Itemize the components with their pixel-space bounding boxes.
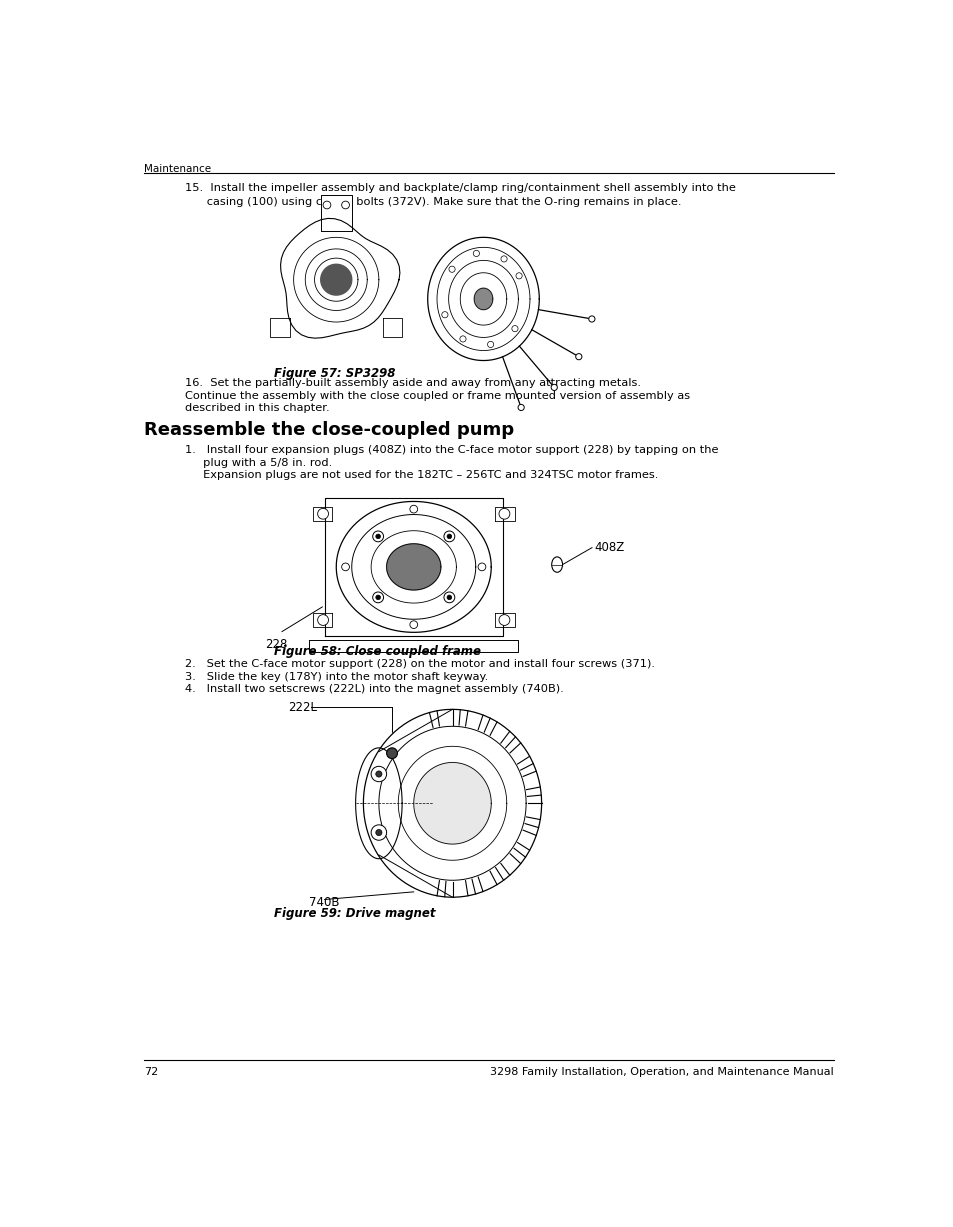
Circle shape: [575, 353, 581, 360]
Circle shape: [317, 508, 328, 519]
Text: Continue the assembly with the close coupled or frame mounted version of assembl: Continue the assembly with the close cou…: [185, 390, 690, 400]
Text: Maintenance: Maintenance: [144, 164, 211, 174]
Circle shape: [487, 341, 494, 347]
Circle shape: [516, 272, 521, 279]
Circle shape: [512, 325, 517, 331]
Polygon shape: [355, 747, 402, 859]
Polygon shape: [335, 502, 491, 632]
Circle shape: [375, 829, 381, 836]
Ellipse shape: [551, 557, 562, 572]
Circle shape: [517, 405, 524, 411]
Polygon shape: [280, 218, 399, 339]
Circle shape: [551, 384, 557, 390]
Text: 4.   Install two setscrews (222L) into the magnet assembly (740B).: 4. Install two setscrews (222L) into the…: [185, 683, 563, 694]
Text: 740B: 740B: [309, 896, 339, 909]
Text: plug with a 5/8 in. rod.: plug with a 5/8 in. rod.: [185, 458, 332, 467]
Circle shape: [459, 336, 466, 342]
Text: Figure 57: SP3298: Figure 57: SP3298: [274, 367, 395, 379]
Text: casing (100) using casing bolts (372V). Make sure that the O-ring remains in pla: casing (100) using casing bolts (372V). …: [185, 198, 680, 207]
Polygon shape: [363, 709, 541, 897]
Polygon shape: [313, 614, 332, 627]
Circle shape: [473, 250, 479, 256]
Circle shape: [371, 825, 386, 840]
Circle shape: [317, 615, 328, 626]
Circle shape: [410, 621, 417, 628]
Circle shape: [341, 563, 349, 571]
Text: 16.  Set the partially-built assembly aside and away from any attracting metals.: 16. Set the partially-built assembly asi…: [185, 378, 640, 388]
Polygon shape: [495, 507, 514, 520]
Polygon shape: [309, 640, 517, 652]
Polygon shape: [270, 318, 290, 337]
Polygon shape: [313, 507, 332, 520]
Text: 222L: 222L: [288, 701, 316, 714]
Polygon shape: [382, 318, 402, 337]
Circle shape: [375, 534, 380, 539]
Circle shape: [500, 256, 507, 263]
Polygon shape: [414, 762, 491, 844]
Circle shape: [386, 747, 397, 758]
Circle shape: [373, 531, 383, 542]
Text: described in this chapter.: described in this chapter.: [185, 402, 330, 412]
Circle shape: [443, 531, 455, 542]
Circle shape: [498, 508, 509, 519]
Text: 2.   Set the C-face motor support (228) on the motor and install four screws (37: 2. Set the C-face motor support (228) on…: [185, 659, 655, 669]
Circle shape: [410, 506, 417, 513]
Circle shape: [477, 563, 485, 571]
Circle shape: [371, 767, 386, 782]
Text: 1.   Install four expansion plugs (408Z) into the C-face motor support (228) by : 1. Install four expansion plugs (408Z) i…: [185, 445, 718, 455]
Text: 3298 Family Installation, Operation, and Maintenance Manual: 3298 Family Installation, Operation, and…: [490, 1067, 833, 1077]
Circle shape: [588, 315, 595, 321]
Circle shape: [373, 591, 383, 602]
Text: Figure 58: Close coupled frame: Figure 58: Close coupled frame: [274, 645, 480, 659]
Circle shape: [375, 595, 380, 600]
Text: Reassemble the close-coupled pump: Reassemble the close-coupled pump: [144, 421, 514, 438]
Circle shape: [449, 266, 455, 272]
Circle shape: [498, 615, 509, 626]
Polygon shape: [320, 264, 352, 294]
Circle shape: [375, 771, 381, 777]
Polygon shape: [427, 237, 538, 361]
Text: Figure 59: Drive magnet: Figure 59: Drive magnet: [274, 907, 436, 920]
Text: 3.   Slide the key (178Y) into the motor shaft keyway.: 3. Slide the key (178Y) into the motor s…: [185, 671, 488, 682]
Polygon shape: [386, 544, 440, 590]
Text: 15.  Install the impeller assembly and backplate/clamp ring/containment shell as: 15. Install the impeller assembly and ba…: [185, 183, 735, 194]
Circle shape: [441, 312, 448, 318]
Circle shape: [447, 595, 451, 600]
Circle shape: [447, 534, 451, 539]
Text: 228: 228: [265, 638, 287, 650]
Text: 408Z: 408Z: [594, 541, 624, 555]
Polygon shape: [320, 195, 352, 231]
Text: 72: 72: [144, 1067, 158, 1077]
Circle shape: [443, 591, 455, 602]
Polygon shape: [495, 614, 514, 627]
Polygon shape: [474, 288, 493, 309]
Polygon shape: [324, 498, 502, 636]
Text: Expansion plugs are not used for the 182TC – 256TC and 324TSC motor frames.: Expansion plugs are not used for the 182…: [185, 470, 658, 480]
